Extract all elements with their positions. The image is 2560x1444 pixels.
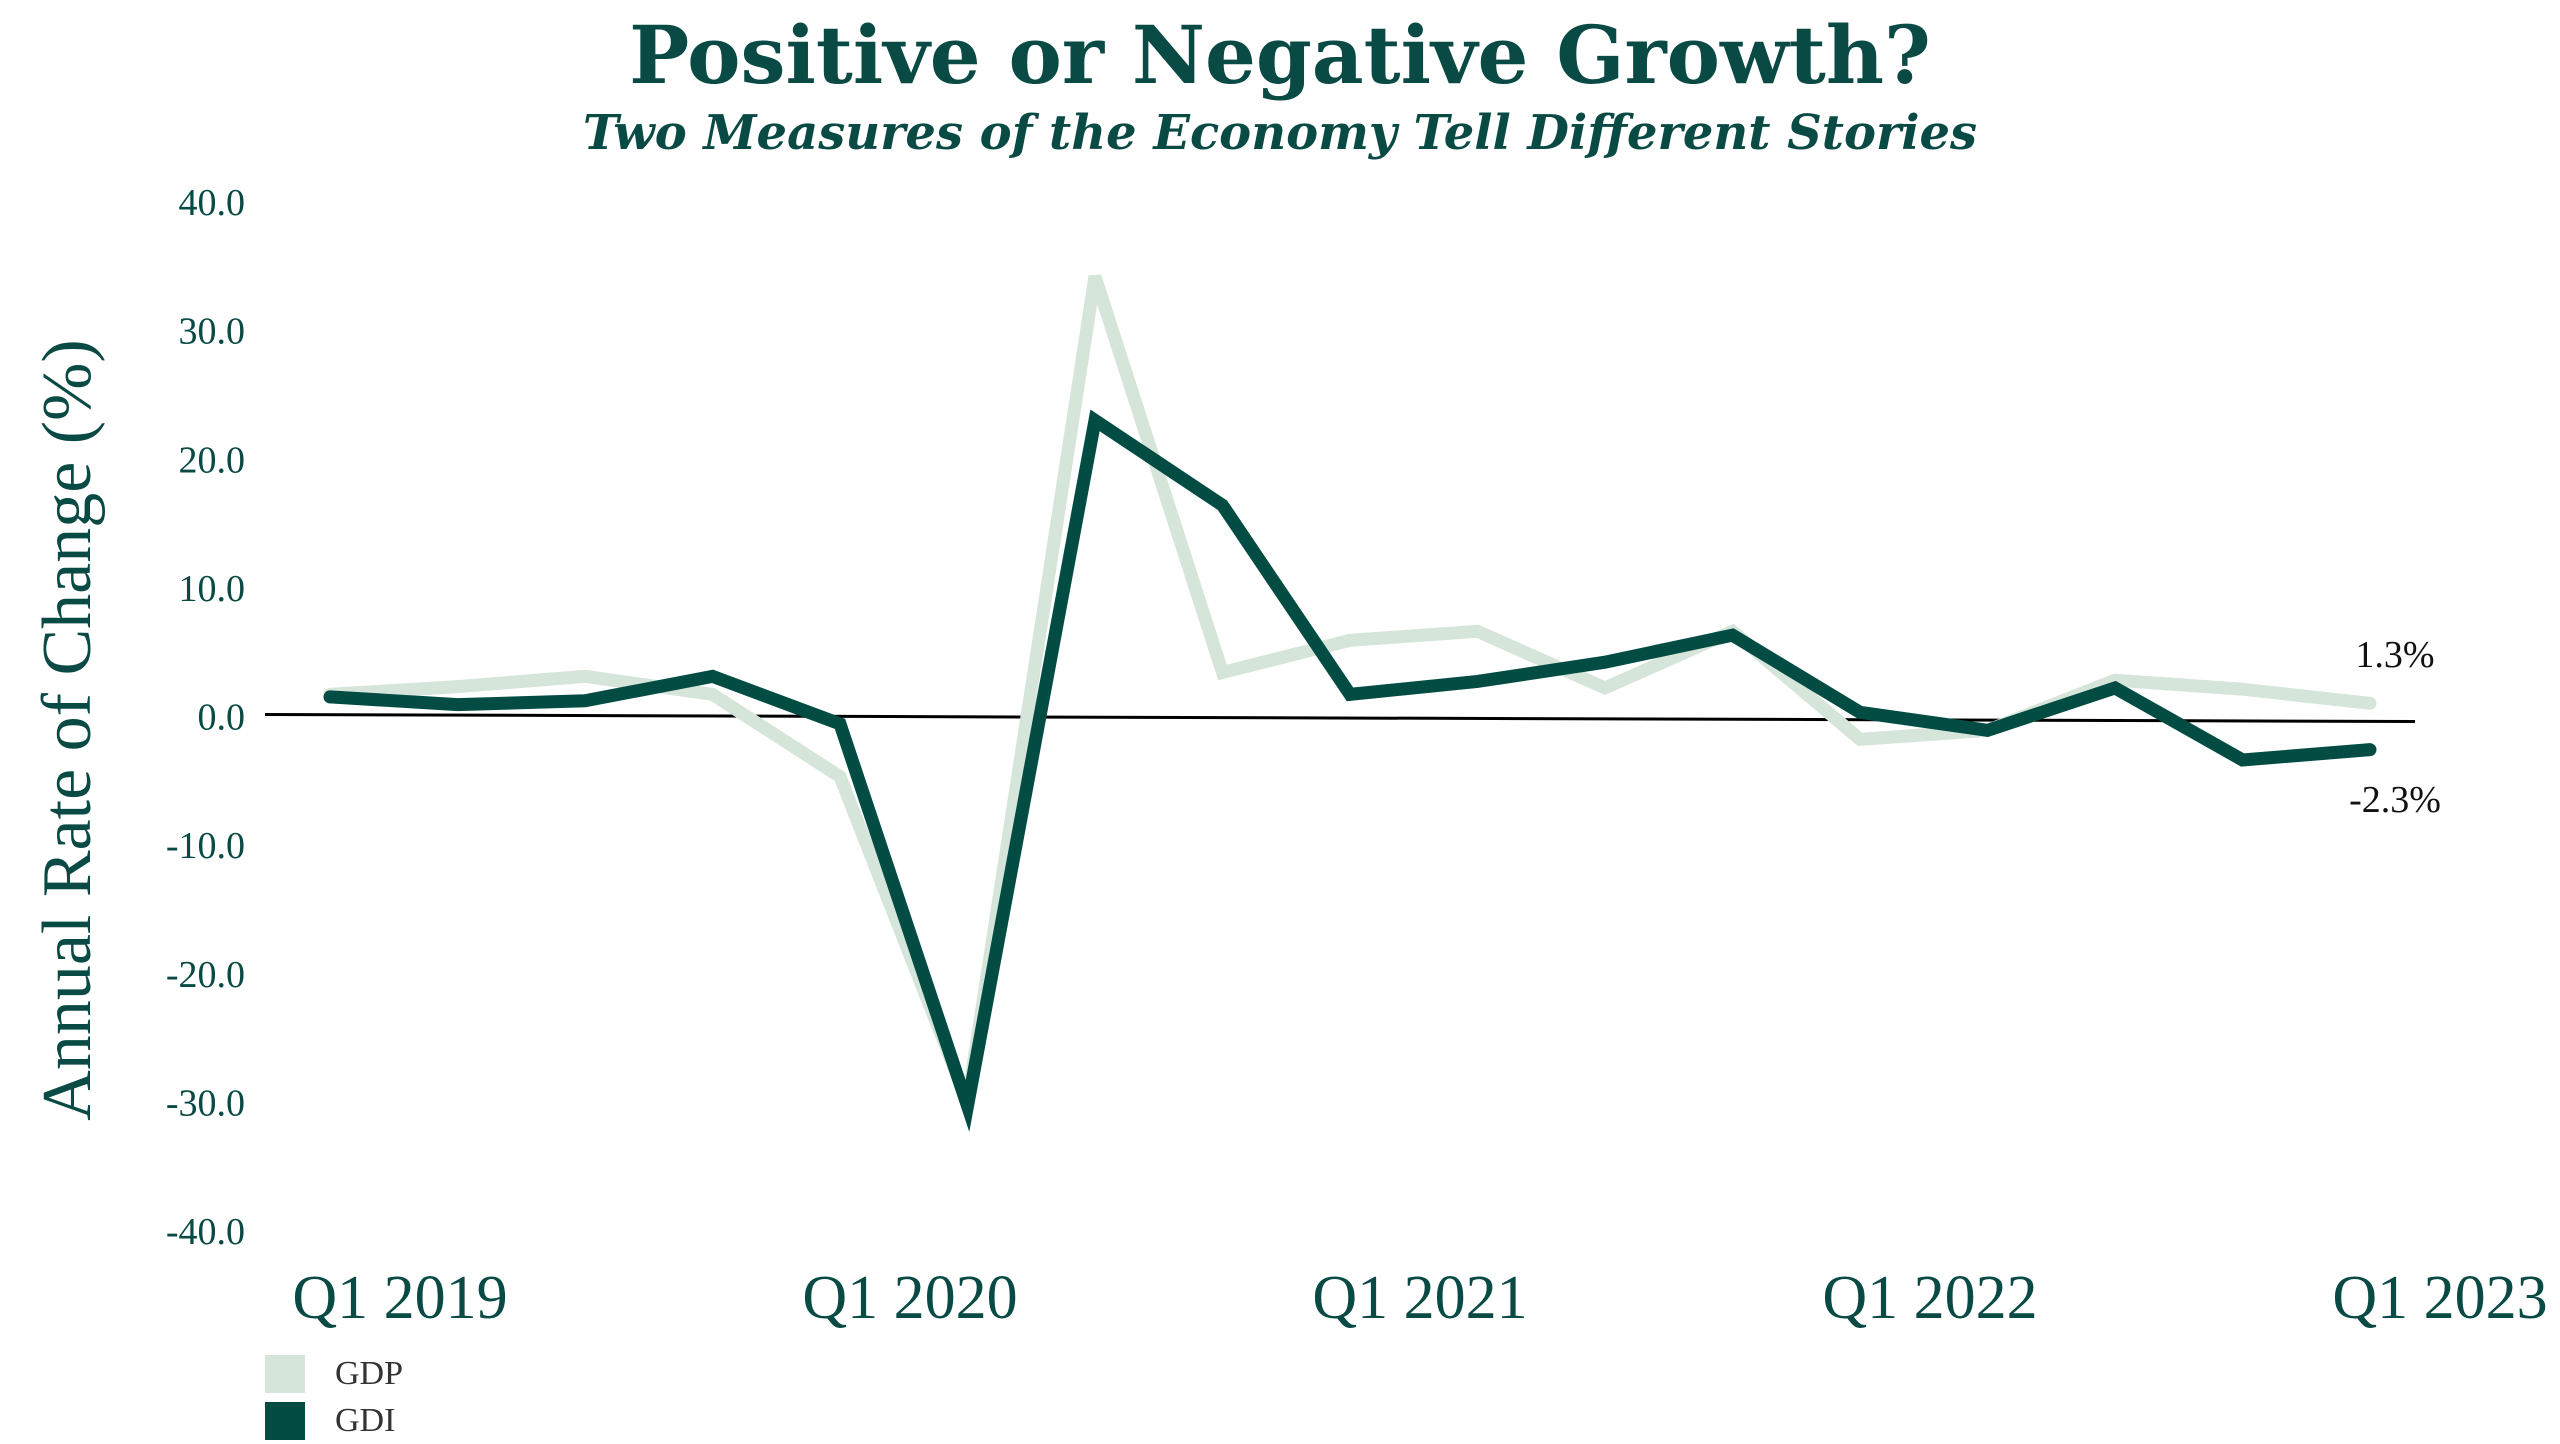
legend-label-gdp: GDP (335, 1354, 404, 1392)
legend-swatch-gdi (265, 1401, 305, 1440)
y-tick-label: -10.0 (166, 825, 245, 867)
legend-swatch-gdp (265, 1354, 305, 1393)
y-tick-label: 30.0 (179, 311, 246, 353)
y-tick-label: 40.0 (179, 182, 246, 224)
legend: GDP GDI (265, 1350, 403, 1444)
x-tick-label: Q1 2021 (1312, 1264, 1527, 1332)
series-line-gdi (323, 409, 2377, 1132)
y-tick-label: 10.0 (179, 568, 246, 610)
x-tick-label: Q1 2020 (802, 1264, 1017, 1332)
chart-subtitle: Two Measures of the Economy Tell Differe… (582, 105, 1978, 161)
y-tick-label: 20.0 (179, 439, 246, 481)
y-tick-label: -20.0 (166, 954, 245, 996)
x-tick-label: Q1 2019 (292, 1264, 507, 1332)
legend-label-gdi: GDI (335, 1401, 396, 1439)
end-label-gdi: -2.3% (2349, 779, 2441, 821)
y-axis-label: Annual Rate of Change (%) (29, 339, 106, 1120)
zero-line (264, 713, 2416, 723)
y-tick-label: -30.0 (166, 1082, 245, 1124)
legend-item-gdi: GDI (265, 1397, 403, 1444)
x-tick-label: Q1 2023 (2332, 1264, 2547, 1332)
legend-item-gdp: GDP (265, 1350, 403, 1397)
x-tick-label: Q1 2022 (1822, 1264, 2037, 1332)
end-label-gdp: 1.3% (2355, 634, 2434, 676)
y-tick-label: 0.0 (198, 697, 246, 739)
chart-title: Positive or Negative Growth? (629, 8, 1931, 102)
y-tick-label: -40.0 (166, 1211, 245, 1253)
